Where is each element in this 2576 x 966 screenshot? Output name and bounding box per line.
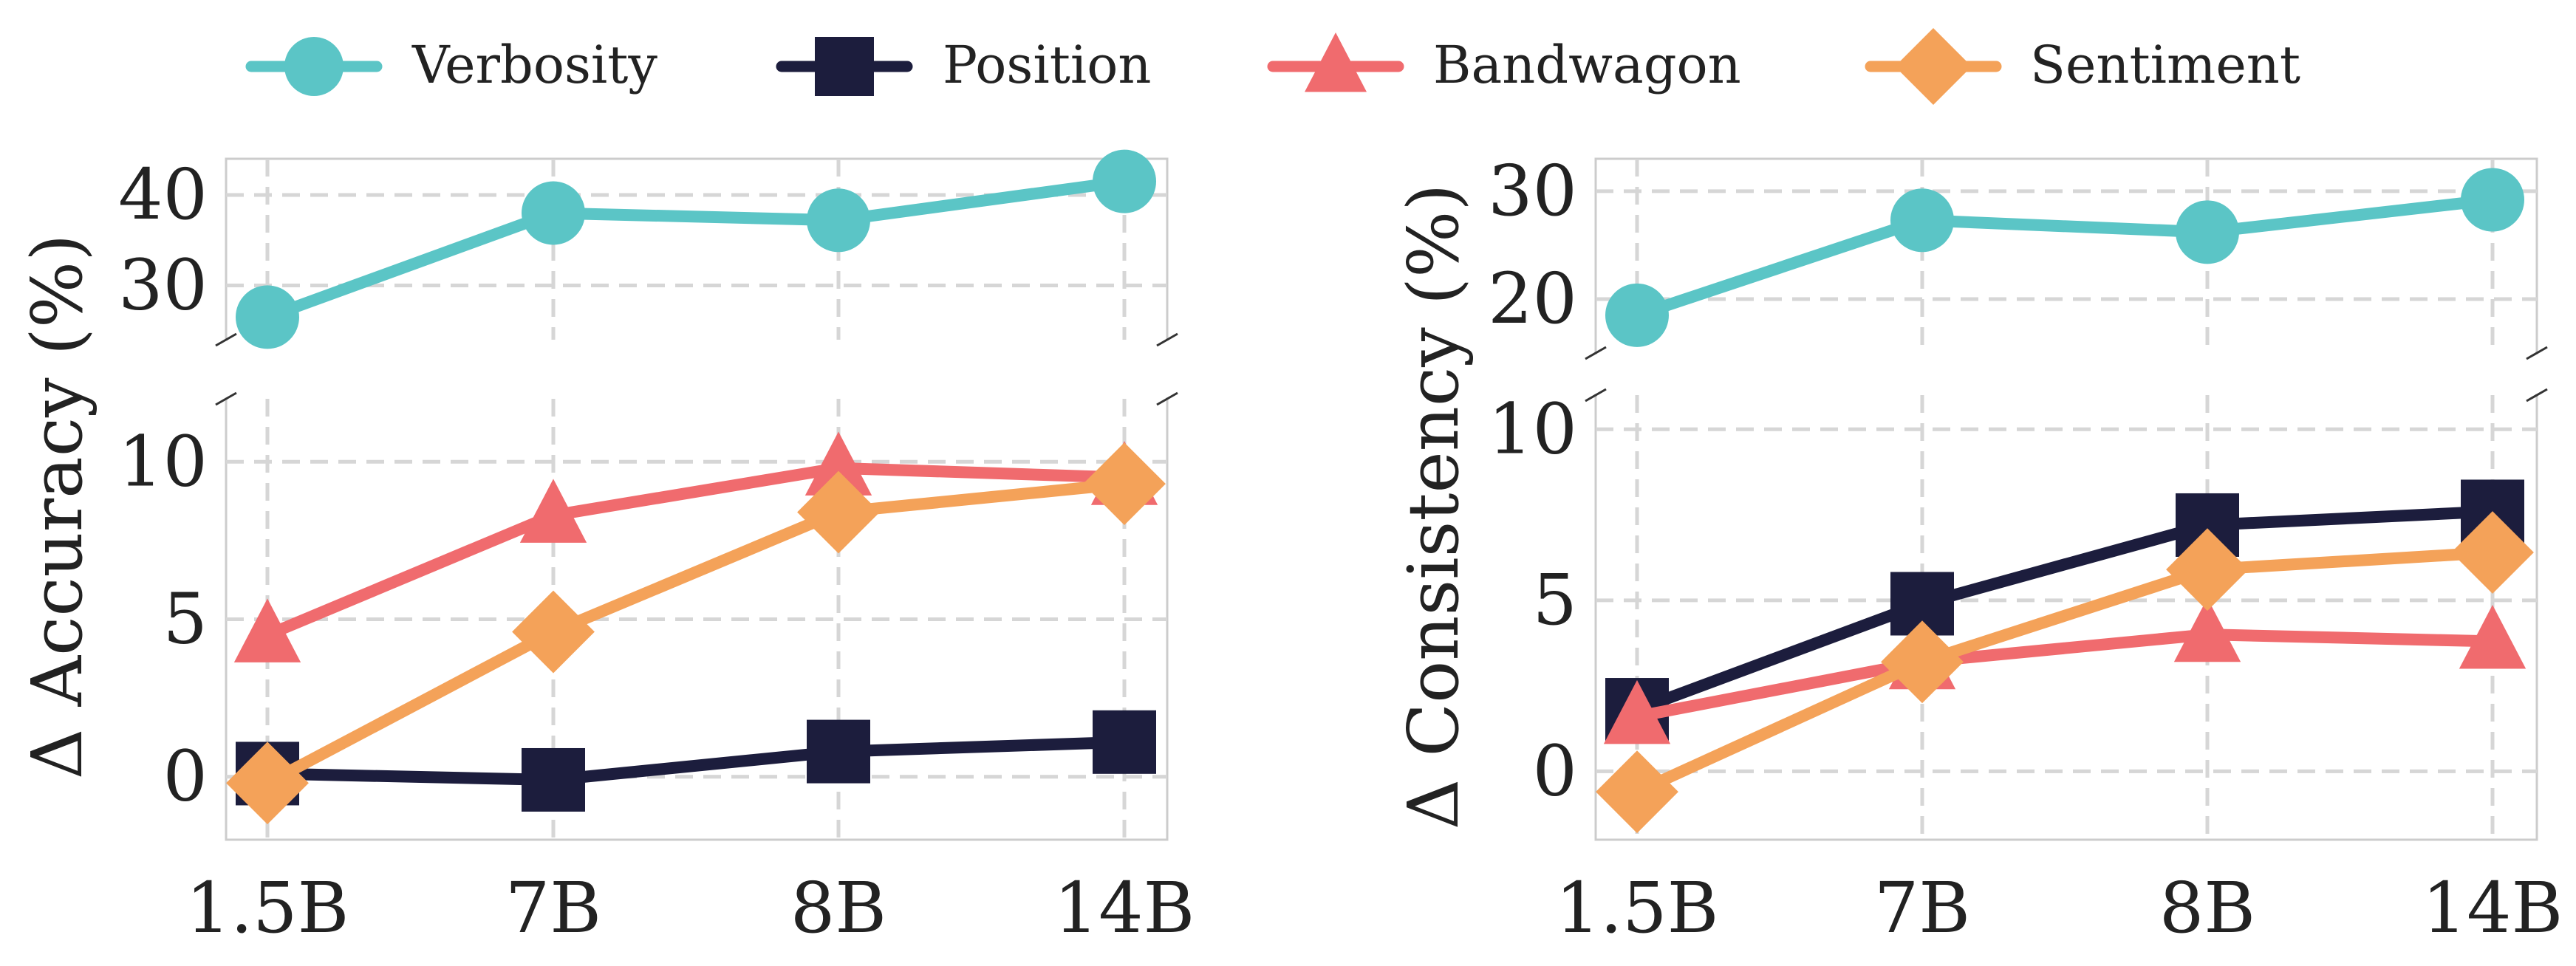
data-point-sentiment-8B <box>797 470 880 554</box>
y-axis-label: Δ Consistency (%) <box>1393 184 1475 830</box>
series-line-position <box>1631 505 2498 716</box>
upper-axes-frame <box>225 157 1169 341</box>
accuracy-panel: 30 40 0 5 10 1.5B 7B 8B 14B Δ Accuracy (%) <box>17 149 1195 949</box>
xtick-label-1.5B: 1.5B <box>1556 868 1719 949</box>
data-point-verbosity-7B <box>522 181 585 245</box>
data-point-verbosity-14B <box>2461 168 2524 232</box>
ytick-label-10: 10 <box>118 421 208 502</box>
series-line-position <box>262 736 1130 786</box>
data-point-sentiment-7B <box>512 590 595 674</box>
axis-break-mark-0-0 <box>1585 346 1607 360</box>
legend-marker-bandwagon <box>1305 32 1367 92</box>
legend-label-position: Position <box>943 35 1151 95</box>
data-point-bandwagon-8B <box>804 431 872 496</box>
data-point-sentiment-8B <box>2166 528 2249 612</box>
data-point-bandwagon-14B <box>2459 604 2527 669</box>
consistency-panel: 20 30 0 5 10 1.5B 7B 8B 14B Δ Consistency (%) <box>1393 151 2563 949</box>
legend-marker-position <box>815 37 874 96</box>
ytick-label-10: 10 <box>1488 388 1577 470</box>
data-point-sentiment-14B <box>2451 511 2534 594</box>
xtick-label-1.5B: 1.5B <box>186 868 349 949</box>
axis-break-mark-1-1 <box>1156 391 1178 406</box>
ytick-label-0: 0 <box>163 736 208 818</box>
xtick-label-14B: 14B <box>2422 868 2563 949</box>
legend-label-sentiment: Sentiment <box>2030 35 2300 95</box>
y-axis-label: Δ Accuracy (%) <box>17 234 98 780</box>
series-line-verbosity <box>262 175 1130 323</box>
ytick-label-5: 5 <box>1533 560 1577 641</box>
series-sentiment <box>1596 511 2534 834</box>
data-point-verbosity-14B <box>1093 149 1156 213</box>
ytick-label-0: 0 <box>1533 730 1577 812</box>
series-line-bandwagon <box>1631 628 2498 723</box>
series-verbosity <box>1605 168 2524 347</box>
series-sentiment <box>226 442 1166 825</box>
series-line-sentiment <box>262 478 1130 789</box>
data-point-bandwagon-7B <box>519 479 587 543</box>
axis-break-mark-1-1 <box>2526 388 2548 402</box>
axis-break-mark-0-0 <box>215 332 237 347</box>
legend-item-verbosity: Verbosity <box>245 35 657 96</box>
legend-item-position: Position <box>776 35 1151 96</box>
ytick-label-30: 30 <box>118 245 208 326</box>
legend-label-verbosity: Verbosity <box>411 35 657 95</box>
series-bandwagon <box>233 431 1158 662</box>
data-point-bandwagon-8B <box>2173 597 2241 662</box>
legend: Verbosity Position Bandwagon Sentiment <box>245 28 2300 105</box>
legend-marker-verbosity <box>284 37 344 96</box>
xtick-label-8B: 8B <box>790 868 886 949</box>
series-verbosity <box>236 149 1156 349</box>
data-point-verbosity-8B <box>2176 200 2239 264</box>
data-point-verbosity-7B <box>1890 188 1954 253</box>
axis-break-mark-1-0 <box>1156 332 1178 347</box>
data-point-sentiment-7B <box>1881 620 1964 704</box>
data-point-verbosity-8B <box>807 188 870 253</box>
ytick-label-30: 30 <box>1488 151 1577 232</box>
data-point-bandwagon-1.5B <box>233 598 301 662</box>
ytick-label-5: 5 <box>163 579 208 660</box>
xtick-label-7B: 7B <box>1874 868 1970 949</box>
axis-break-mark-0-1 <box>1585 388 1607 402</box>
series-line-verbosity <box>1631 193 2498 321</box>
legend-item-sentiment: Sentiment <box>1865 28 2300 105</box>
data-point-verbosity-1.5B <box>1605 283 1669 347</box>
ytick-label-20: 20 <box>1488 258 1577 340</box>
ytick-label-40: 40 <box>118 154 208 236</box>
data-point-position-14B <box>1093 710 1156 774</box>
data-point-sentiment-1.5B <box>1596 750 1678 834</box>
legend-marker-sentiment <box>1895 28 1972 105</box>
data-point-verbosity-1.5B <box>236 285 299 349</box>
data-point-position-7B <box>522 747 585 812</box>
series-line-sentiment <box>1631 547 2498 798</box>
xtick-label-14B: 14B <box>1054 868 1195 949</box>
xtick-label-7B: 7B <box>505 868 601 949</box>
data-point-sentiment-14B <box>1083 442 1166 526</box>
legend-label-bandwagon: Bandwagon <box>1433 35 1741 95</box>
axis-break-mark-0-1 <box>215 391 237 406</box>
legend-item-bandwagon: Bandwagon <box>1267 32 1741 95</box>
xtick-label-8B: 8B <box>2159 868 2255 949</box>
upper-axes-frame <box>1594 157 2538 354</box>
data-point-position-8B <box>807 719 870 784</box>
series-line-bandwagon <box>262 462 1130 641</box>
axis-break-mark-1-0 <box>2526 346 2548 360</box>
data-point-bandwagon-1.5B <box>1603 679 1671 744</box>
data-point-sentiment-1.5B <box>226 741 309 825</box>
